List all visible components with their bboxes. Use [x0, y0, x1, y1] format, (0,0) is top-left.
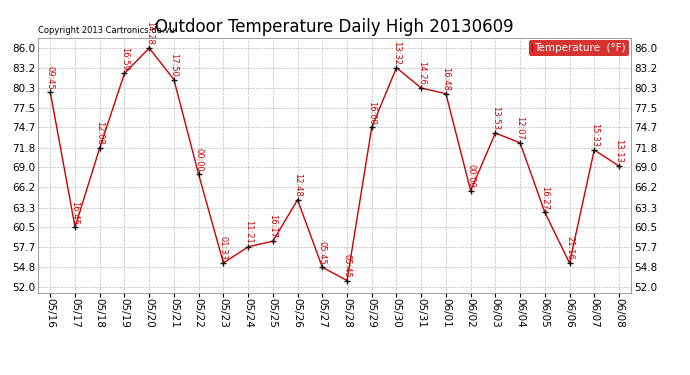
Text: 13:13: 13:13	[615, 139, 624, 163]
Text: 13:32: 13:32	[392, 41, 401, 65]
Text: 05:45: 05:45	[318, 241, 327, 264]
Text: 05:45: 05:45	[342, 254, 351, 278]
Text: 16:27: 16:27	[540, 186, 549, 210]
Text: 01:33: 01:33	[219, 236, 228, 260]
Text: 00:00: 00:00	[194, 148, 203, 172]
Text: 16:59: 16:59	[120, 46, 129, 70]
Text: 13:53: 13:53	[491, 106, 500, 130]
Text: 17:50: 17:50	[170, 53, 179, 77]
Text: 00:00: 00:00	[466, 164, 475, 188]
Text: 14:26: 14:26	[417, 62, 426, 85]
Text: 09:45: 09:45	[46, 66, 55, 90]
Text: 16:00: 16:00	[367, 101, 376, 124]
Text: 14:28: 14:28	[145, 21, 154, 45]
Text: 12:08: 12:08	[95, 121, 104, 145]
Title: Outdoor Temperature Daily High 20130609: Outdoor Temperature Daily High 20130609	[155, 18, 514, 36]
Text: 12:07: 12:07	[515, 116, 524, 140]
Text: Copyright 2013 Cartronics.de.vu: Copyright 2013 Cartronics.de.vu	[38, 26, 175, 35]
Legend: Temperature  (°F): Temperature (°F)	[529, 40, 629, 56]
Text: 12:48: 12:48	[293, 173, 302, 197]
Text: 16:45: 16:45	[70, 201, 79, 224]
Text: 16:17: 16:17	[268, 214, 277, 238]
Text: 11:21: 11:21	[244, 220, 253, 244]
Text: 15:33: 15:33	[590, 123, 599, 147]
Text: 16:48: 16:48	[442, 67, 451, 91]
Text: 21:16: 21:16	[565, 236, 574, 260]
